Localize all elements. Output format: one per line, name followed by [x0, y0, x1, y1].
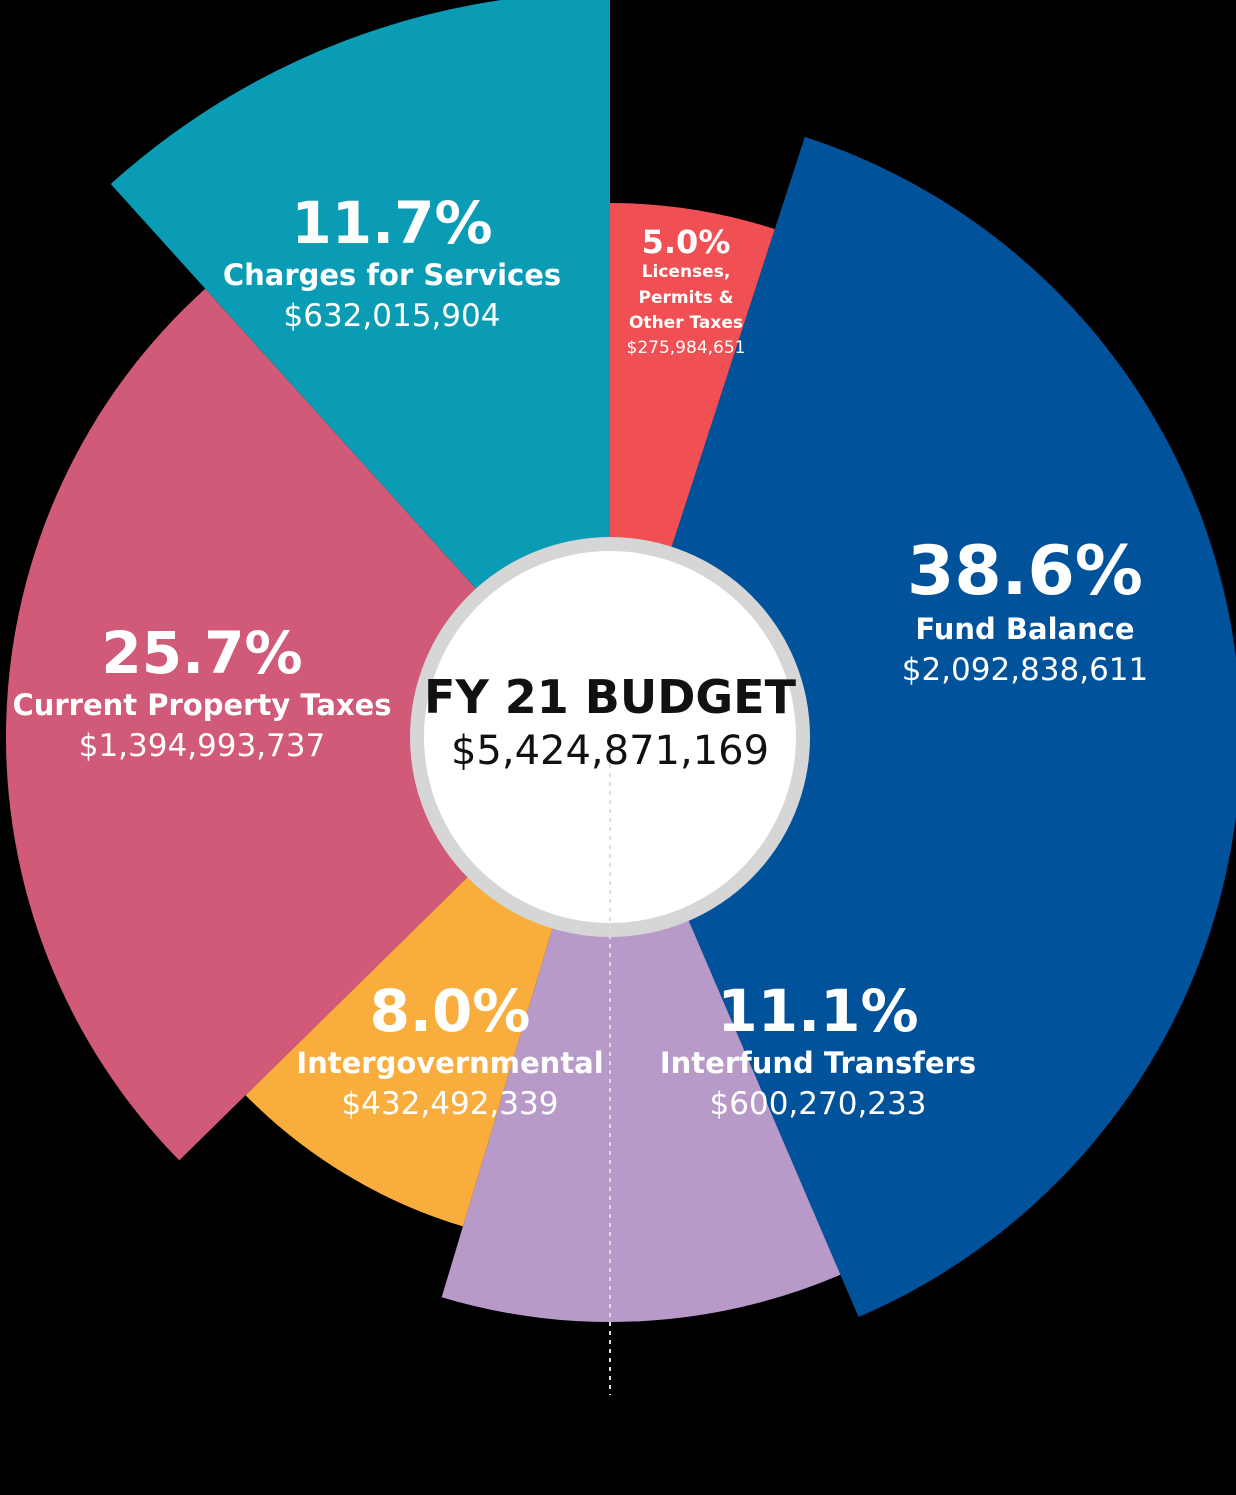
- slice: [441, 737, 841, 1323]
- category-label: Current Property Taxes: [12, 687, 392, 722]
- slice-label: 38.6% Fund Balance $2,092,838,611: [901, 532, 1149, 692]
- percent-label: 8.0%: [369, 977, 531, 1045]
- amount-label: $432,492,339: [341, 1085, 559, 1122]
- slice-label: 25.7% Current Property Taxes $1,394,993,73…: [12, 619, 392, 768]
- percent-label: 11.7%: [291, 189, 493, 257]
- slice: [610, 136, 1236, 1317]
- category-label: Charges for Services: [222, 257, 562, 292]
- category-label: Fund Balance: [915, 611, 1135, 646]
- amount-label: $275,984,651: [626, 337, 746, 358]
- percent-label: 38.6%: [907, 532, 1143, 611]
- chart-title: FY 21 BUDGET: [424, 670, 796, 724]
- amount-label: $2,092,838,611: [901, 651, 1149, 688]
- amount-label: $1,394,993,737: [78, 727, 326, 764]
- chart-total: $5,424,871,169: [450, 728, 770, 774]
- amount-label: $600,270,233: [709, 1085, 927, 1122]
- category-label: Interfund Transfers: [659, 1045, 977, 1080]
- amount-label: $632,015,904: [283, 297, 501, 334]
- center-label: FY 21 BUDGET $5,424,871,169: [424, 670, 796, 774]
- slice-label: 8.0% Intergovernmental $432,492,339: [296, 977, 604, 1126]
- slice-label: 5.0% Licenses, Permits & Other Taxes $275,…: [621, 223, 751, 360]
- percent-label: 11.1%: [717, 977, 919, 1045]
- slice-label: 11.1% Interfund Transfers $600,270,233: [659, 977, 977, 1126]
- category-label: Intergovernmental: [296, 1045, 604, 1080]
- percent-label: 5.0%: [641, 223, 731, 261]
- slice: [110, 0, 610, 737]
- percent-label: 25.7%: [101, 619, 303, 687]
- category-label: Licenses, Permits & Other Taxes: [628, 262, 743, 334]
- slice-label: 11.7% Charges for Services $632,015,904: [222, 189, 562, 338]
- slice: [6, 288, 611, 1161]
